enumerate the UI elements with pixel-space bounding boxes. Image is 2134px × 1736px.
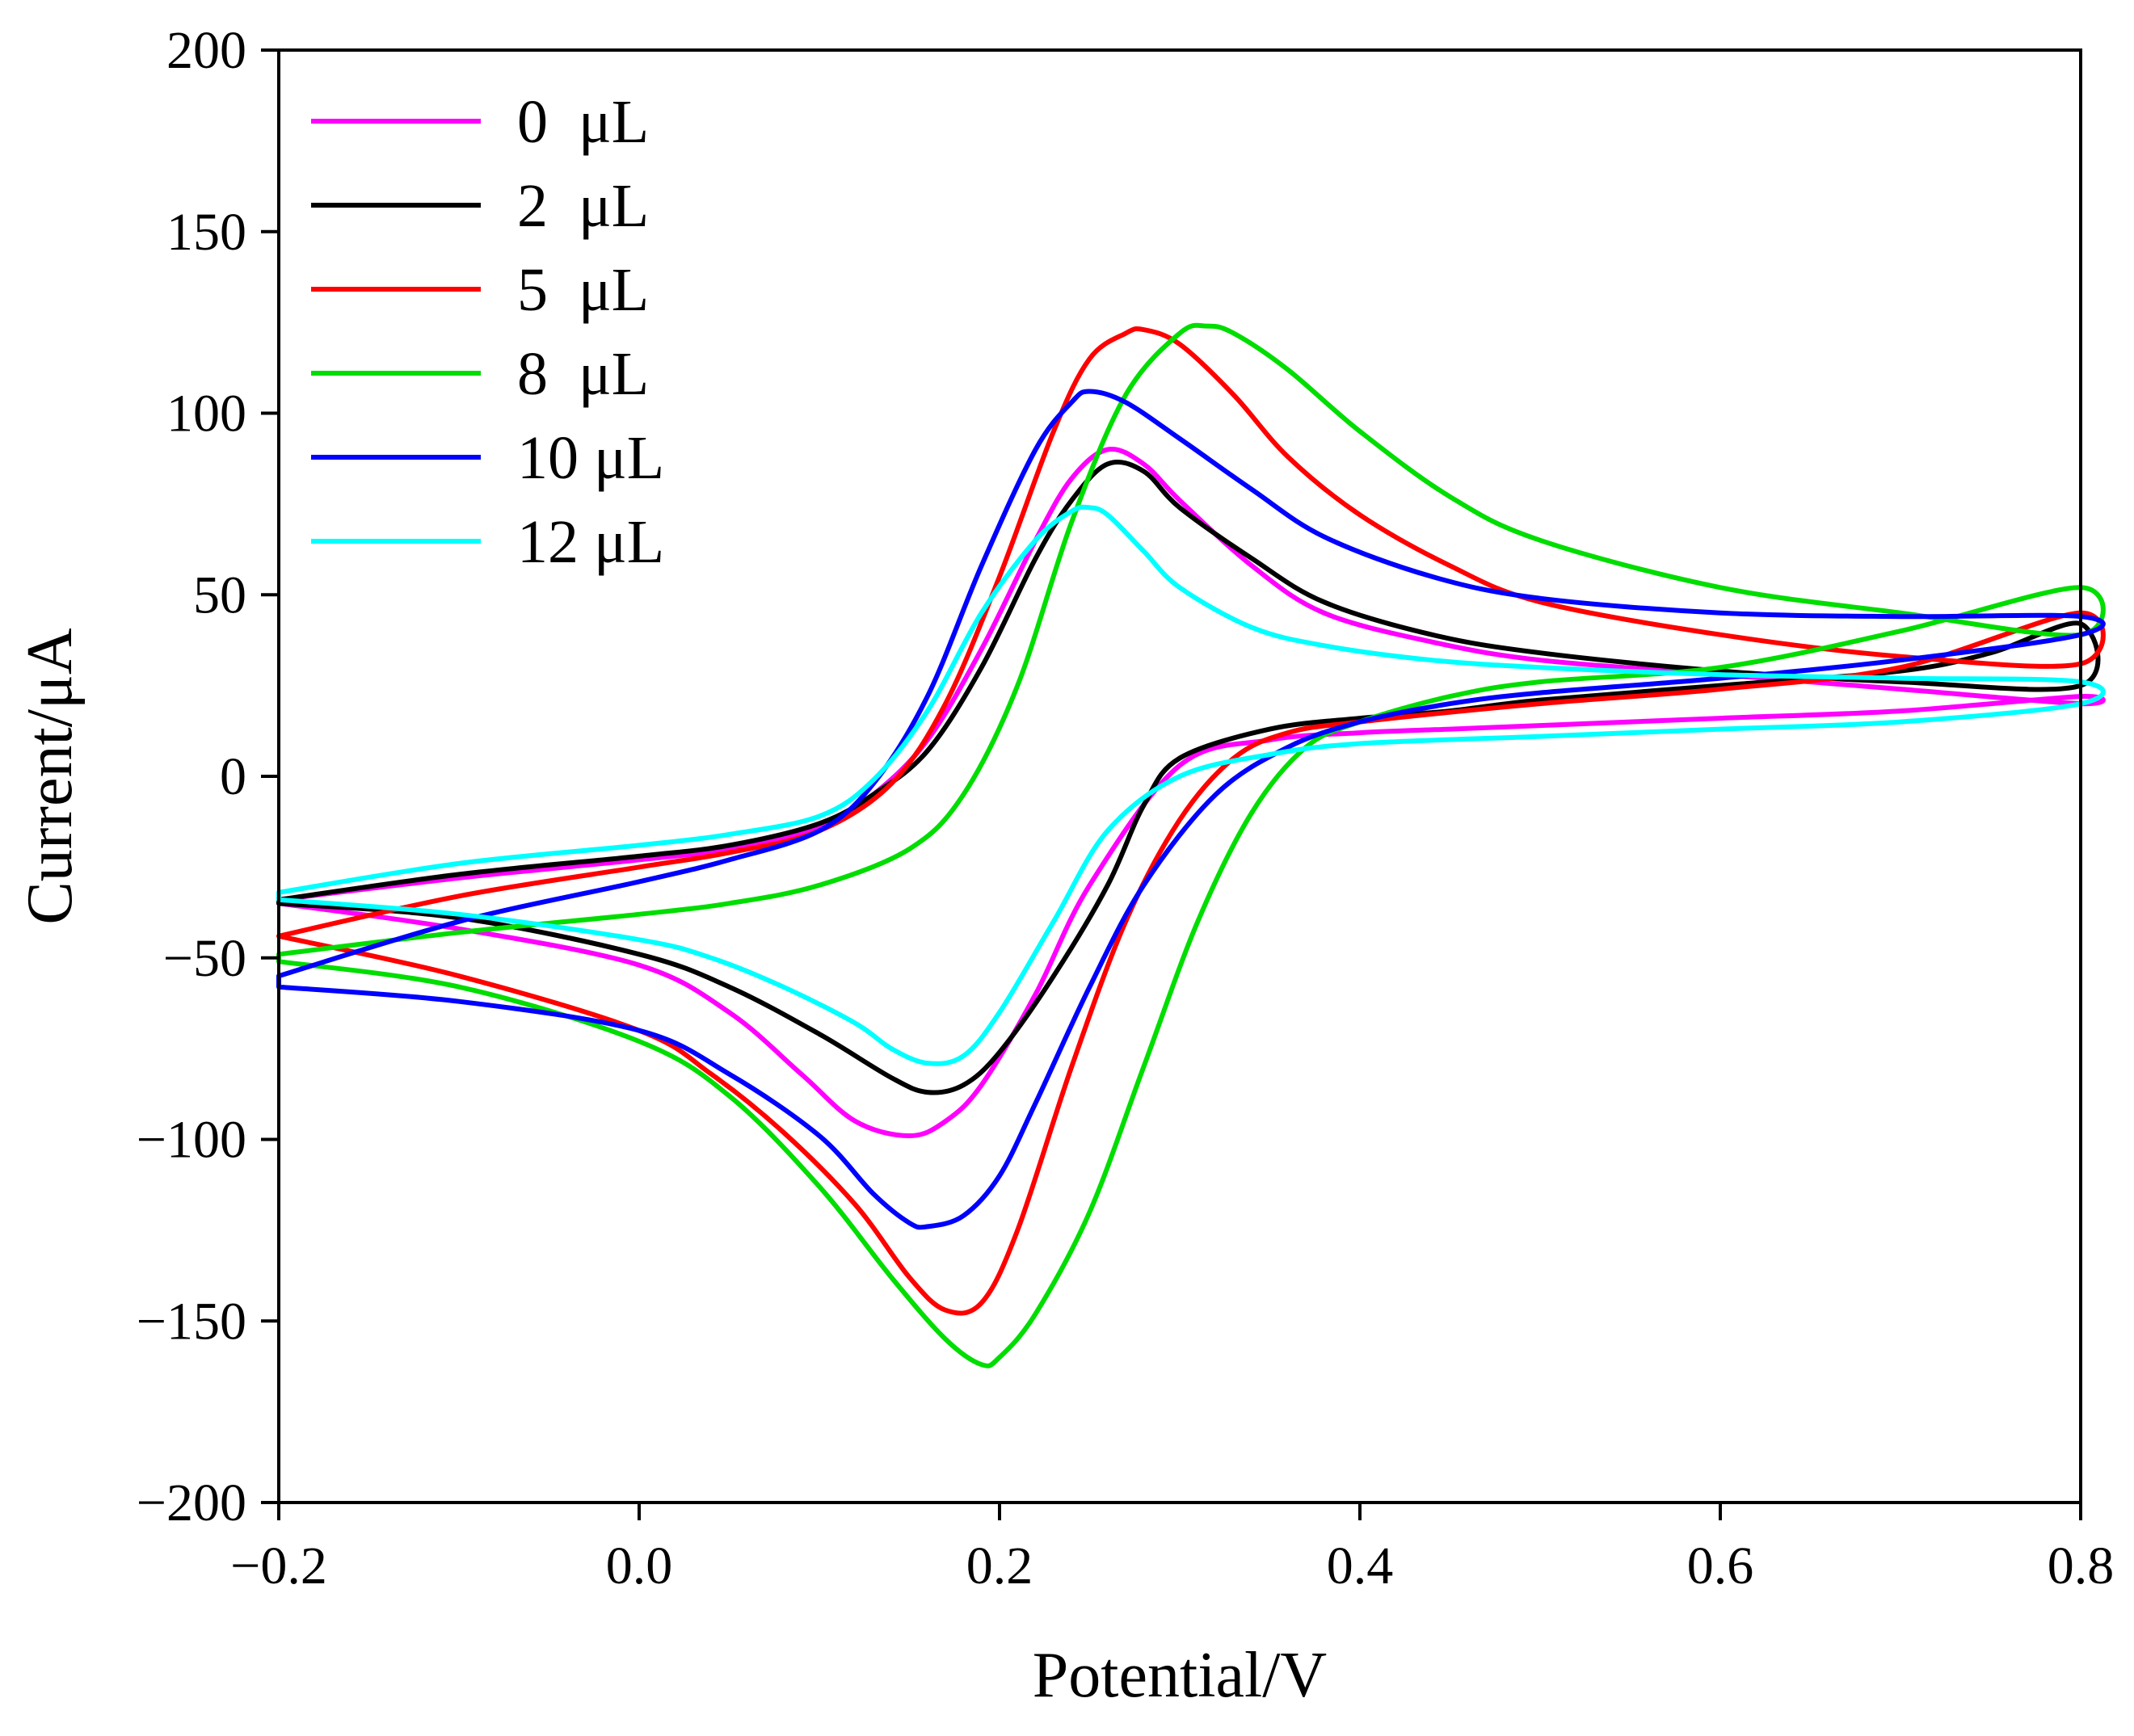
x-tick-label: −0.2 xyxy=(230,1536,327,1595)
y-tick-label: 100 xyxy=(166,385,246,443)
x-tick-label: 0.8 xyxy=(2048,1536,2115,1595)
y-tick-label: 50 xyxy=(193,565,246,624)
x-tick-label: 0.2 xyxy=(966,1536,1033,1595)
legend: 0 μL 2 μL 5 μL 8 μL 10 μL 12 μL xyxy=(311,88,664,576)
legend-label-2: 5 μL xyxy=(517,256,649,324)
x-tick-label: 0.4 xyxy=(1327,1536,1394,1595)
legend-label-0: 0 μL xyxy=(517,88,649,156)
legend-label-1: 2 μL xyxy=(517,172,649,240)
ticks-layer: −0.2 0.0 0.2 0.4 0.6 0.8 −200 −150 −100 −50 0 50 100… xyxy=(137,21,2114,1595)
y-tick-label: 200 xyxy=(166,21,246,80)
legend-label-3: 8 μL xyxy=(517,340,649,408)
y-tick-label: 150 xyxy=(166,203,246,262)
series-line-2 xyxy=(276,326,2106,1316)
x-tick-label: 0.6 xyxy=(1687,1536,1754,1595)
legend-label-5: 12 μL xyxy=(517,508,664,576)
y-tick-label: −100 xyxy=(137,1111,246,1170)
legend-label-4: 10 μL xyxy=(517,424,664,492)
series-line-5 xyxy=(276,504,2106,1066)
y-tick-label: −200 xyxy=(137,1473,246,1532)
y-tick-label: 0 xyxy=(220,747,246,806)
y-tick-label: −50 xyxy=(163,929,246,988)
series-line-0 xyxy=(276,446,2106,1138)
x-axis-title: Potential/V xyxy=(1033,1640,1327,1711)
y-tick-label: −150 xyxy=(137,1292,246,1351)
y-axis-title: Current/μA xyxy=(15,628,86,924)
x-tick-label: 0.0 xyxy=(606,1536,673,1595)
